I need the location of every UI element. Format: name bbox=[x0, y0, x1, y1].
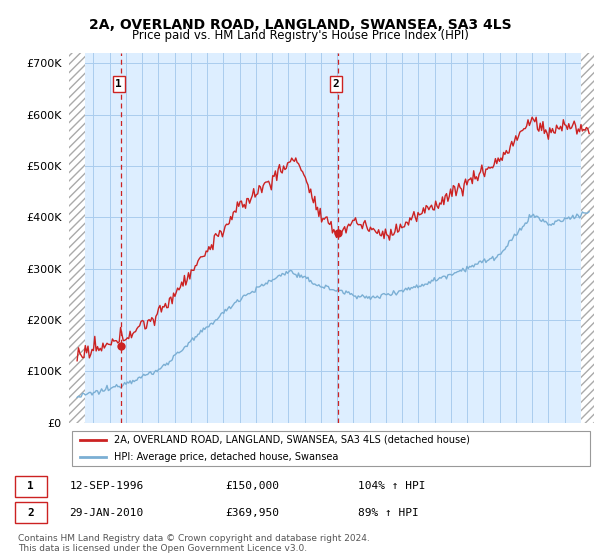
Text: £150,000: £150,000 bbox=[225, 482, 279, 491]
Text: 29-JAN-2010: 29-JAN-2010 bbox=[70, 508, 144, 518]
Text: 12-SEP-1996: 12-SEP-1996 bbox=[70, 482, 144, 491]
Text: 89% ↑ HPI: 89% ↑ HPI bbox=[358, 508, 418, 518]
Text: 2: 2 bbox=[332, 79, 340, 89]
Text: 2A, OVERLAND ROAD, LANGLAND, SWANSEA, SA3 4LS (detached house): 2A, OVERLAND ROAD, LANGLAND, SWANSEA, SA… bbox=[113, 435, 470, 445]
FancyBboxPatch shape bbox=[15, 476, 47, 497]
Text: Price paid vs. HM Land Registry's House Price Index (HPI): Price paid vs. HM Land Registry's House … bbox=[131, 29, 469, 42]
FancyBboxPatch shape bbox=[71, 431, 590, 466]
Text: 2: 2 bbox=[27, 508, 34, 518]
FancyBboxPatch shape bbox=[15, 502, 47, 523]
Text: 2A, OVERLAND ROAD, LANGLAND, SWANSEA, SA3 4LS: 2A, OVERLAND ROAD, LANGLAND, SWANSEA, SA… bbox=[89, 18, 511, 32]
Text: HPI: Average price, detached house, Swansea: HPI: Average price, detached house, Swan… bbox=[113, 452, 338, 463]
Text: 1: 1 bbox=[115, 79, 122, 89]
Text: 104% ↑ HPI: 104% ↑ HPI bbox=[358, 482, 425, 491]
Text: £369,950: £369,950 bbox=[225, 508, 279, 518]
Text: 1: 1 bbox=[27, 482, 34, 491]
Text: Contains HM Land Registry data © Crown copyright and database right 2024.
This d: Contains HM Land Registry data © Crown c… bbox=[18, 534, 370, 553]
